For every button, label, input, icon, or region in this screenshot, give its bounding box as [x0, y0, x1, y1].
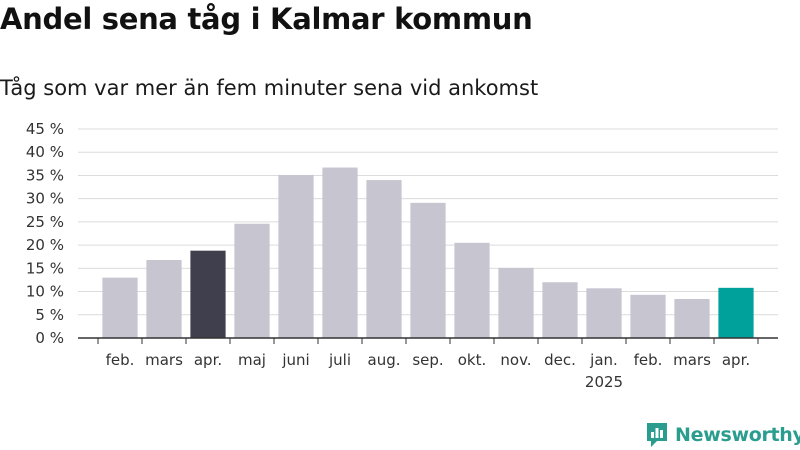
y-tick-label: 20 % — [26, 236, 64, 254]
bar — [102, 277, 138, 338]
chart-title: Andel sena tåg i Kalmar kommun — [0, 2, 533, 36]
x-tick-sublabel: 2025 — [585, 373, 623, 391]
bar — [190, 250, 226, 338]
brand-logo: Newsworthy — [645, 421, 800, 449]
x-tick-label: feb. — [106, 351, 135, 369]
bar — [498, 267, 534, 338]
x-tick-label: aug. — [368, 351, 401, 369]
bars — [102, 167, 754, 338]
x-tick-label: jan. — [589, 351, 618, 369]
x-tick-label: mars — [145, 351, 183, 369]
y-tick-label: 0 % — [35, 329, 64, 347]
bar — [586, 288, 622, 338]
bar — [234, 223, 270, 338]
bar — [322, 167, 358, 338]
y-tick-label: 30 % — [26, 190, 64, 208]
bar — [542, 282, 578, 338]
y-tick-label: 40 % — [26, 143, 64, 161]
y-tick-label: 25 % — [26, 213, 64, 231]
x-axis-ticks: feb. mars apr. maj juni juli aug. sep. okt. nov. d… — [97, 338, 759, 391]
x-tick-label: apr. — [194, 351, 222, 369]
bar — [410, 202, 446, 338]
bar — [366, 180, 402, 338]
bar — [278, 174, 314, 338]
x-tick-label: okt. — [458, 351, 487, 369]
brand-name: Newsworthy — [675, 424, 800, 446]
newsworthy-logo-icon — [647, 423, 667, 447]
y-tick-label: 15 % — [26, 259, 64, 277]
y-tick-label: 35 % — [26, 166, 64, 184]
x-tick-label: feb. — [634, 351, 663, 369]
y-axis-ticks: 0 % 5 % 10 % 15 % 20 % 25 % 30 % 35 % 40 % 45 % — [26, 120, 64, 347]
x-tick-label: sep. — [412, 351, 443, 369]
bar — [630, 294, 666, 338]
bar — [146, 259, 182, 338]
chart-subtitle: Tåg som var mer än fem minuter sena vid … — [0, 76, 539, 100]
bar — [718, 287, 754, 338]
x-tick-label: juni — [281, 351, 309, 369]
x-tick-label: nov. — [500, 351, 531, 369]
x-tick-label: dec. — [544, 351, 576, 369]
y-tick-label: 5 % — [35, 306, 64, 324]
x-tick-label: maj — [238, 351, 266, 369]
x-tick-label: apr. — [722, 351, 750, 369]
x-tick-label: juli — [328, 351, 351, 369]
x-tick-label: mars — [673, 351, 711, 369]
bar — [454, 242, 490, 338]
y-tick-label: 10 % — [26, 283, 64, 301]
bar — [674, 298, 710, 338]
y-tick-label: 45 % — [26, 120, 64, 138]
